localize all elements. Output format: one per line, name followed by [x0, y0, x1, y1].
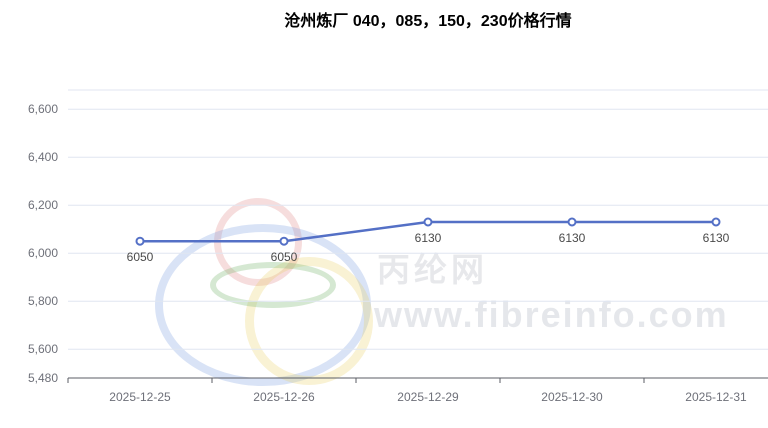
data-point[interactable]	[711, 217, 721, 227]
data-point-label: 6130	[415, 231, 442, 245]
y-axis-label: 6,400	[28, 150, 58, 164]
watermark-site-name: 丙纶网	[377, 251, 488, 288]
y-axis-label: 6,000	[28, 246, 58, 260]
y-axis-label: 6,200	[28, 198, 58, 212]
data-point[interactable]	[279, 236, 289, 246]
x-axis-label: 2025-12-25	[109, 390, 171, 404]
y-axis-label: 5,480	[28, 371, 58, 385]
y-axis-label: 6,600	[28, 102, 58, 116]
data-point-label: 6050	[127, 250, 154, 264]
x-axis-label: 2025-12-29	[397, 390, 459, 404]
data-point[interactable]	[135, 236, 145, 246]
data-point[interactable]	[567, 217, 577, 227]
y-axis-label: 5,600	[28, 342, 58, 356]
data-point[interactable]	[423, 217, 433, 227]
data-point-label: 6130	[703, 231, 730, 245]
data-point-label: 6130	[559, 231, 586, 245]
x-axis-label: 2025-12-31	[685, 390, 747, 404]
chart-title: 沧州炼厂 040，085，150，230价格行情	[284, 13, 572, 30]
x-axis-label: 2025-12-30	[541, 390, 603, 404]
y-axis-label: 5,800	[28, 294, 58, 308]
data-point-label: 6050	[271, 250, 298, 264]
x-axis-label: 2025-12-26	[253, 390, 315, 404]
